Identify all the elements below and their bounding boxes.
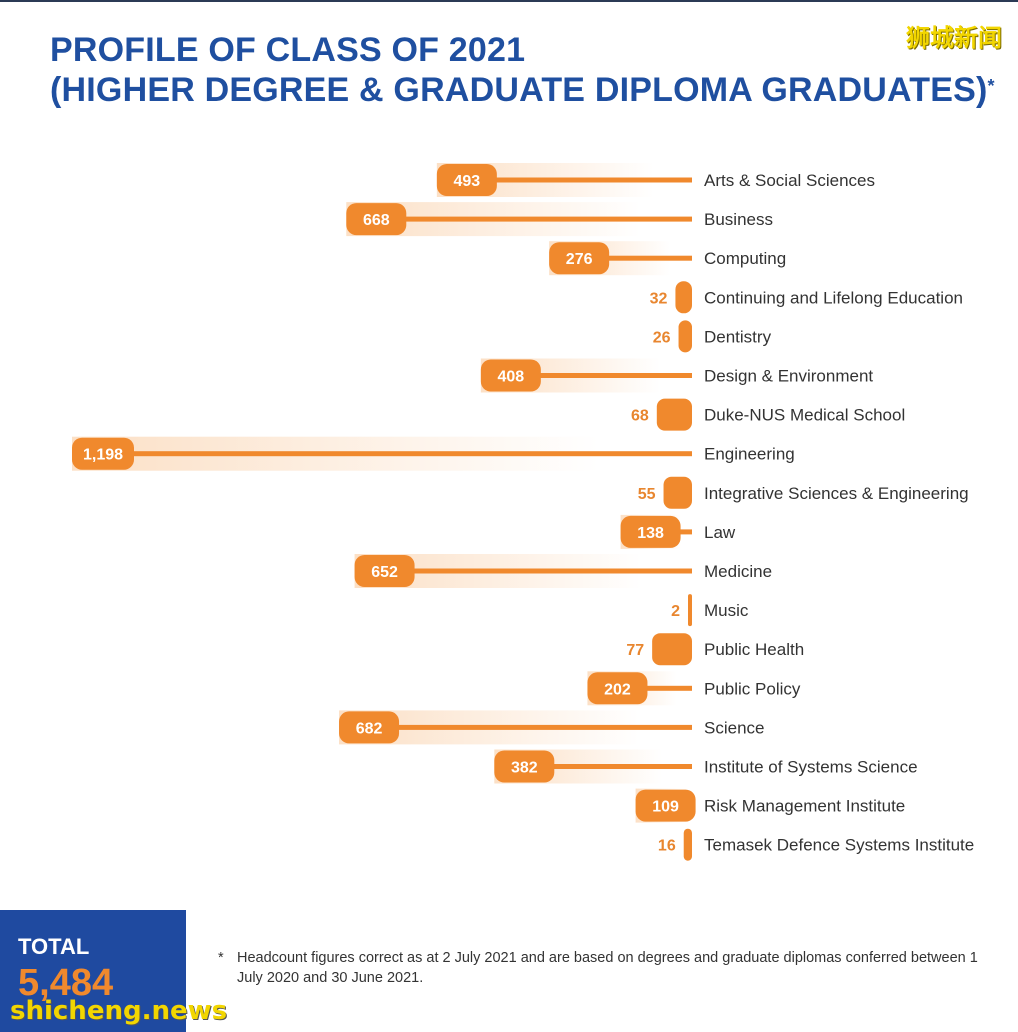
bar <box>557 255 692 261</box>
bar <box>347 724 692 730</box>
value-pill <box>549 242 610 275</box>
bar <box>656 398 692 431</box>
value-label: 2 <box>671 603 680 620</box>
value-label: 493 <box>454 173 481 190</box>
category-label: Law <box>704 523 736 542</box>
value-label: 276 <box>566 251 593 268</box>
value-label: 55 <box>638 486 656 503</box>
bar <box>678 320 692 353</box>
bar <box>502 764 692 769</box>
value-label: 682 <box>356 720 383 737</box>
value-pill <box>354 555 415 587</box>
category-label: Computing <box>704 249 786 268</box>
category-label: Risk Management Institute <box>704 797 905 816</box>
bar <box>688 594 692 627</box>
value-pill <box>587 672 648 705</box>
category-label: Institute of Systems Science <box>704 758 918 777</box>
bar <box>488 373 692 378</box>
bar <box>675 281 692 314</box>
value-label: 68 <box>631 408 649 425</box>
category-label: Music <box>704 601 749 620</box>
value-pill <box>339 711 400 744</box>
category-label: Public Health <box>704 640 804 659</box>
value-label: 202 <box>604 681 631 698</box>
value-pill <box>436 164 497 196</box>
category-label: Engineering <box>704 445 795 464</box>
footnote-mark: * <box>218 950 224 966</box>
value-pill <box>620 515 681 548</box>
bar <box>80 451 692 457</box>
bar <box>652 633 692 666</box>
category-label: Integrative Sciences & Engineering <box>704 484 969 503</box>
value-pill <box>72 437 134 470</box>
value-pill <box>346 203 407 236</box>
bar <box>362 568 692 574</box>
category-label: Temasek Defence Systems Institute <box>704 836 974 855</box>
bar-chart: 493 Arts & Social Sciences 668 Business 276 C… <box>72 163 974 861</box>
value-label: 408 <box>497 369 524 386</box>
category-label: Medicine <box>704 562 772 581</box>
value-label: 652 <box>371 564 398 581</box>
value-label: 668 <box>363 212 390 229</box>
category-label: Business <box>704 210 773 229</box>
bar <box>444 177 692 183</box>
value-label: 32 <box>650 290 668 307</box>
total-label: TOTAL <box>18 934 90 959</box>
value-label: 138 <box>637 525 664 542</box>
value-label: 109 <box>652 799 679 816</box>
category-label: Dentistry <box>704 327 772 346</box>
value-label: 16 <box>658 838 676 855</box>
value-label: 26 <box>653 329 671 346</box>
category-label: Continuing and Lifelong Education <box>704 288 963 307</box>
value-label: 77 <box>626 642 644 659</box>
watermark-logo: 狮城新闻 <box>906 24 1002 52</box>
value-pill <box>635 789 696 822</box>
bar <box>663 476 692 509</box>
chart-title: PROFILE OF CLASS OF 2021 (HIGHER DEGREE … <box>50 30 995 110</box>
category-label: Science <box>704 718 764 737</box>
category-label: Design & Environment <box>704 367 873 386</box>
footnote-text: Headcount figures correct as at 2 July 2… <box>237 950 978 986</box>
top-rule <box>0 0 1018 2</box>
value-label: 1,198 <box>83 447 123 464</box>
value-pill <box>480 359 541 392</box>
total-value: 5,484 <box>18 962 114 1004</box>
value-pill <box>494 750 555 783</box>
title-line-2-text: (HIGHER DEGREE & GRADUATE DIPLOMA GRADUA… <box>50 71 988 109</box>
bar <box>354 216 692 222</box>
title-line-2: (HIGHER DEGREE & GRADUATE DIPLOMA GRADUA… <box>50 70 995 110</box>
bar <box>683 828 692 861</box>
category-label: Duke-NUS Medical School <box>704 406 905 425</box>
total-panel: TOTAL 5,484 <box>0 910 186 1032</box>
title-line-1: PROFILE OF CLASS OF 2021 <box>50 31 526 69</box>
watermark-site: shicheng.news <box>10 996 228 1026</box>
category-label: Arts & Social Sciences <box>704 171 875 190</box>
footnote: * Headcount figures correct as at 2 July… <box>218 948 978 988</box>
value-label: 382 <box>511 760 538 777</box>
title-footnote-mark: * <box>987 76 995 96</box>
category-label: Public Policy <box>704 679 801 698</box>
